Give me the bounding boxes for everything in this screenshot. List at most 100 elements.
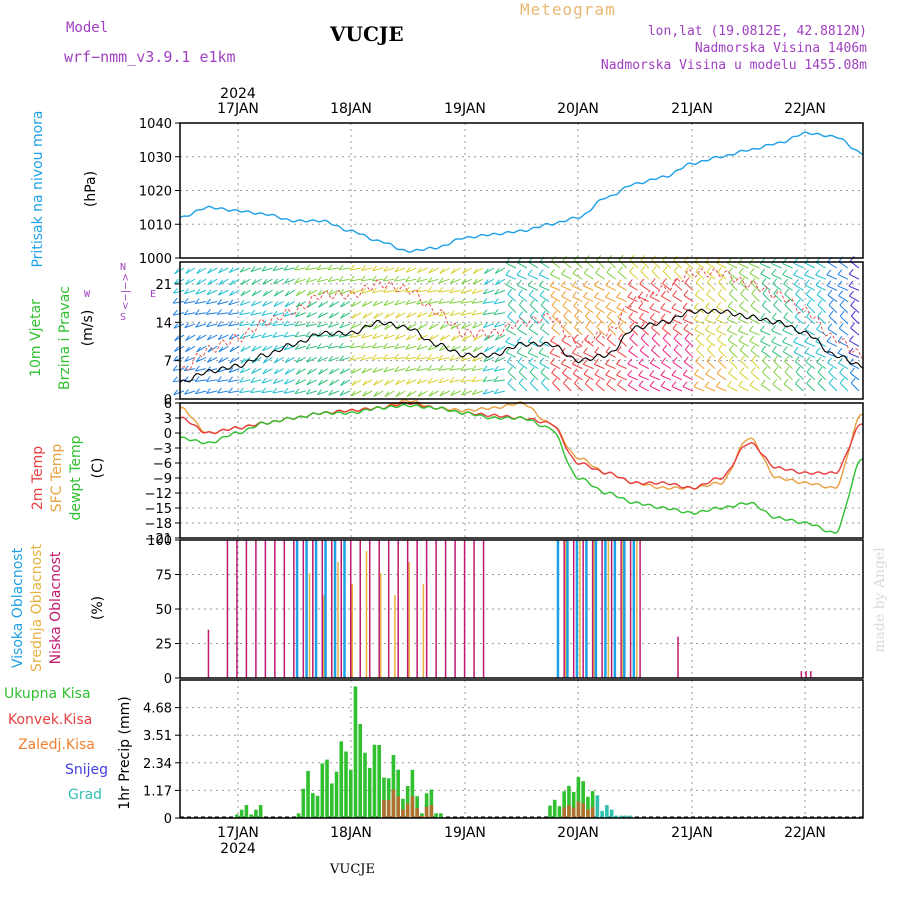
- top-day-label-4: 21JAN: [671, 101, 713, 117]
- wind-barb-647: [472, 278, 483, 285]
- wind-barb-435: [184, 312, 196, 316]
- wind-barb-200: [328, 356, 340, 362]
- wind-barb-flag-322: [305, 331, 311, 338]
- wind-barb-227: [628, 350, 638, 358]
- wind-barb-flag-225: [605, 346, 611, 353]
- wind-barb-465: [518, 304, 528, 314]
- wind-barb-103: [627, 374, 638, 381]
- wind-barb-561: [206, 289, 218, 296]
- wind-barb-688: [239, 267, 251, 273]
- wind-barb-547: [740, 293, 749, 302]
- wind-barb-flag-405: [541, 310, 546, 317]
- precip-total-bar-25: [386, 778, 391, 818]
- wind-barb-flag-278: [505, 336, 511, 343]
- wind-barb-621: [185, 278, 196, 285]
- wind-barb-601: [650, 283, 661, 291]
- wind-barb-flag-46: [682, 381, 688, 388]
- wind-barb-flag-334: [439, 335, 445, 342]
- wind-barb-544: [706, 294, 716, 302]
- wind-barb-flag-354: [661, 323, 667, 329]
- cloud-bars-layer: [180, 540, 863, 679]
- wind-barb-129: [228, 368, 240, 373]
- ytick-label-2-4: −6: [153, 457, 172, 472]
- wind-barb-429: [806, 316, 816, 325]
- wind-barb-603: [673, 282, 683, 291]
- wind-barb-flag-494: [839, 299, 845, 306]
- wind-barb-flag-397: [450, 323, 456, 330]
- wind-barb-105: [649, 375, 661, 381]
- wind-barb-265: [361, 345, 373, 349]
- wind-barb-flag-456: [417, 311, 422, 318]
- wind-barb-133: [273, 368, 284, 375]
- wind-barb-595: [583, 285, 594, 291]
- wind-barb-241: [782, 351, 793, 358]
- wind-barb-22: [417, 390, 428, 397]
- wind-barb-flag-515: [383, 300, 389, 306]
- wind-barb-114: [750, 372, 760, 381]
- wind-barb-112: [728, 372, 738, 381]
- wind-barb-36: [574, 383, 583, 392]
- wind-barb-349: [607, 326, 616, 336]
- wind-barb-flag-590: [527, 280, 533, 286]
- wind-barb-438: [217, 312, 229, 315]
- wind-barb-flag-619: [848, 280, 854, 287]
- wind-barb-179: [784, 360, 793, 370]
- wind-barb-flag-145: [405, 365, 411, 372]
- precip-total-bar-19: [358, 724, 363, 818]
- wind-barb-201: [339, 356, 351, 362]
- wind-barb-119: [806, 371, 816, 381]
- wind-barb-flag-632: [305, 277, 311, 283]
- wind-barb-flag-14: [328, 389, 334, 396]
- wind-barb-415: [649, 318, 661, 325]
- wind-barb-699: [361, 267, 373, 271]
- wind-barb-266: [372, 345, 384, 349]
- wind-barb-flag-646: [461, 278, 467, 285]
- wind-barb-337: [473, 334, 484, 342]
- model-altitude-text: Nadmorska Visina u modelu 1455.08m: [600, 58, 867, 73]
- wind-barb-flag-554: [816, 289, 822, 296]
- wind-barb-342: [528, 328, 539, 336]
- wind-barb-341: [517, 328, 528, 336]
- wind-barb-300: [749, 340, 760, 347]
- wind-barb-281: [539, 340, 550, 347]
- wind-barb-521: [449, 301, 461, 304]
- wind-barb-flag-402: [507, 311, 512, 318]
- precip-total-bar-23: [377, 745, 382, 818]
- wind-barb-flag-654: [549, 269, 555, 275]
- wind-barb-27: [472, 390, 483, 396]
- wind-barb-flag-258: [283, 344, 289, 351]
- wind-barb-flag-170: [683, 356, 689, 363]
- wind-barb-flag-664: [662, 265, 668, 272]
- wind-barb-flag-96: [551, 367, 557, 374]
- wind-barb-633: [317, 278, 328, 283]
- wind-barb-flag-421: [715, 314, 721, 320]
- wind-barb-39: [606, 384, 616, 392]
- wind-barb-flag-677: [804, 269, 810, 276]
- precip-conv-bar-44: [581, 803, 585, 818]
- wind-barb-flag-296: [706, 334, 711, 340]
- wind-barb-flag-517: [405, 299, 411, 305]
- wind-barb-591: [538, 285, 550, 291]
- wind-barb-624: [218, 278, 229, 286]
- wind-barb-flag-475: [627, 302, 633, 309]
- wind-barb-498: [195, 301, 207, 305]
- wind-barb-flag-505: [273, 301, 279, 307]
- wind-barb-flag-287: [606, 333, 612, 340]
- wind-barb-flag-629: [273, 278, 279, 285]
- wind-barb-380: [261, 323, 273, 327]
- wind-barb-flag-399: [472, 322, 477, 329]
- wind-barb-291: [651, 338, 661, 347]
- wind-barb-160: [572, 363, 583, 370]
- wind-barb-flag-105: [649, 370, 655, 376]
- wind-barb-467: [540, 304, 550, 314]
- wind-barb-657: [583, 272, 594, 280]
- wind-barb-flag-569: [295, 290, 301, 297]
- wind-barb-flag-419: [693, 314, 699, 320]
- wind-barb-flag-672: [749, 268, 755, 274]
- wind-barb-371: [850, 327, 860, 336]
- wind-barb-flag-256: [262, 345, 267, 352]
- wind-barb-664: [662, 270, 672, 280]
- wind-barb-flag-743: [849, 256, 855, 262]
- wind-barb-flag-191: [229, 357, 235, 364]
- wind-barb-734: [749, 263, 760, 269]
